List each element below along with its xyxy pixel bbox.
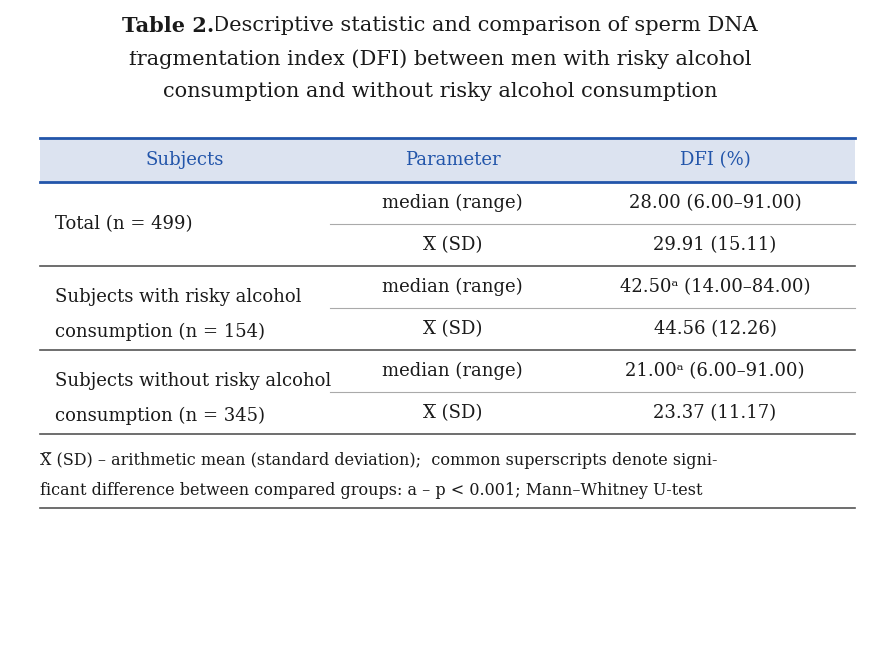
Text: consumption (n = 154): consumption (n = 154) — [55, 323, 265, 342]
Text: median (range): median (range) — [382, 362, 523, 380]
Text: Parameter: Parameter — [405, 151, 501, 169]
Text: Total (n = 499): Total (n = 499) — [55, 215, 193, 233]
Text: 44.56 (12.26): 44.56 (12.26) — [654, 320, 776, 338]
Text: X̅ (SD): X̅ (SD) — [422, 404, 482, 422]
Text: X̅ (SD): X̅ (SD) — [422, 320, 482, 338]
Bar — [121, 13, 216, 51]
Text: Table 2.: Table 2. — [122, 16, 215, 36]
Text: DFI (%): DFI (%) — [679, 151, 751, 169]
Text: X̅ (SD) – arithmetic mean (standard deviation);  common superscripts denote sign: X̅ (SD) – arithmetic mean (standard devi… — [40, 452, 717, 469]
Text: consumption (n = 345): consumption (n = 345) — [55, 407, 265, 425]
Bar — [40, 138, 855, 182]
Text: Table 2. Descriptive statistic and comparison of sperm DNA: Table 2. Descriptive statistic and compa… — [122, 16, 758, 35]
Text: consumption and without risky alcohol consumption: consumption and without risky alcohol co… — [163, 82, 717, 101]
Text: 23.37 (11.17): 23.37 (11.17) — [654, 404, 776, 422]
Text: X̅ (SD): X̅ (SD) — [422, 236, 482, 254]
Text: 29.91 (15.11): 29.91 (15.11) — [653, 236, 777, 254]
Text: 21.00ᵃ (6.00–91.00): 21.00ᵃ (6.00–91.00) — [626, 362, 804, 380]
Text: median (range): median (range) — [382, 278, 523, 296]
Text: 42.50ᵃ (14.00–84.00): 42.50ᵃ (14.00–84.00) — [620, 278, 810, 296]
Text: 28.00 (6.00–91.00): 28.00 (6.00–91.00) — [628, 194, 802, 212]
Text: fragmentation index (DFI) between men with risky alcohol: fragmentation index (DFI) between men wi… — [128, 49, 752, 68]
Text: median (range): median (range) — [382, 194, 523, 212]
Text: Subjects: Subjects — [146, 151, 224, 169]
Text: Subjects with risky alcohol: Subjects with risky alcohol — [55, 288, 302, 306]
Text: Subjects without risky alcohol: Subjects without risky alcohol — [55, 372, 331, 390]
Text: ficant difference between compared groups: a – p < 0.001; Mann–Whitney U-test: ficant difference between compared group… — [40, 482, 702, 499]
